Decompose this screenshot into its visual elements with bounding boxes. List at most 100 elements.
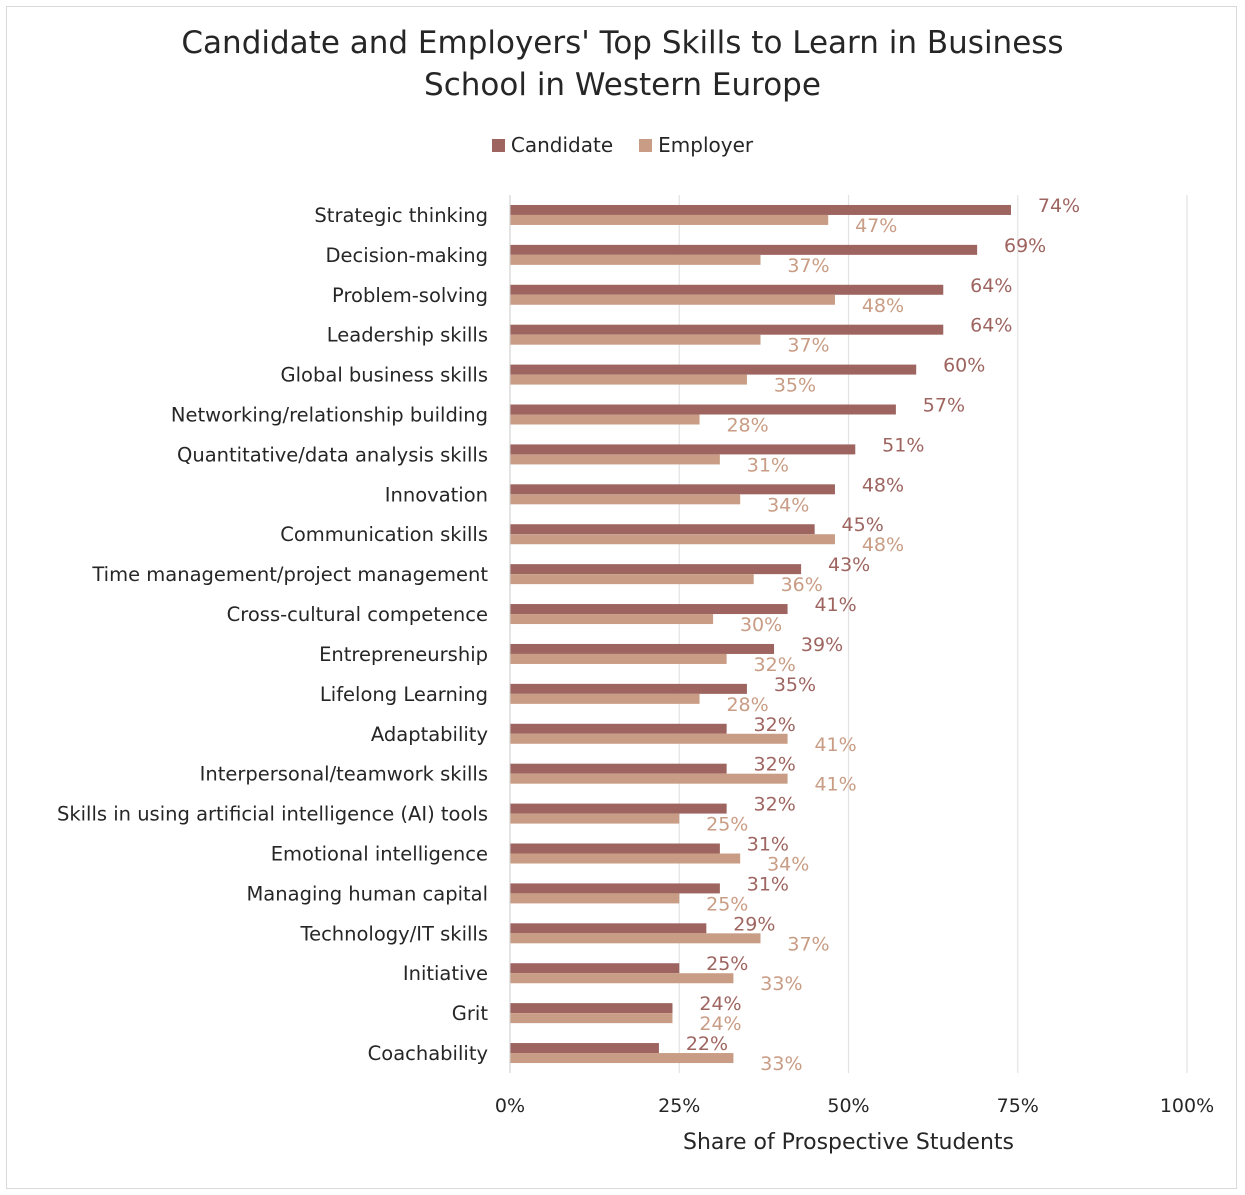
category-label: Lifelong Learning [320,683,488,706]
data-label-employer: 25% [706,893,748,915]
category-label: Grit [452,1002,489,1025]
category-label: Interpersonal/teamwork skills [200,763,488,786]
category-label: Initiative [403,962,488,985]
data-label-employer: 25% [706,814,748,836]
data-label-employer: 28% [726,694,768,716]
data-label-candidate: 43% [828,554,870,576]
category-label: Cross-cultural competence [227,603,488,626]
data-label-candidate: 45% [842,514,884,536]
bar-candidate [510,324,944,335]
bar-employer [510,813,680,824]
data-label-employer: 36% [781,574,823,596]
bar-employer [510,334,761,345]
category-label: Quantitative/data analysis skills [177,443,488,466]
data-label-employer: 37% [787,933,829,955]
data-label-employer: 35% [774,375,816,397]
legend-label-candidate: Candidate [510,133,614,157]
category-label: Networking/relationship building [171,404,488,427]
bar-employer [510,933,761,944]
x-tick-label-0: 0% [495,1095,525,1117]
bar-employer [510,773,788,784]
bar-candidate [510,1003,673,1014]
category-label: Managing human capital [246,882,488,905]
x-tick-label-50: 50% [827,1095,869,1117]
data-label-candidate: 22% [686,1033,728,1055]
bar-candidate [510,723,727,734]
data-label-candidate: 69% [1004,235,1046,257]
bar-employer [510,893,680,904]
data-label-candidate: 57% [923,395,965,417]
data-label-candidate: 35% [774,674,816,696]
bar-candidate [510,963,680,974]
bar-employer [510,733,788,744]
legend-item-employer: Employer [639,133,753,157]
category-label: Communication skills [280,523,488,546]
category-label: Time management/project management [91,563,488,586]
data-label-employer: 48% [862,534,904,556]
chart-title-line-1: Candidate and Employers' Top Skills to L… [181,25,1064,61]
category-label: Global business skills [281,364,488,387]
data-label-employer: 48% [862,295,904,317]
chart-title: Candidate and Employers' Top Skills to L… [0,22,1245,106]
bar-employer [510,454,720,465]
data-label-employer: 30% [740,614,782,636]
data-label-employer: 37% [787,335,829,357]
bar-candidate [510,643,775,654]
category-label: Strategic thinking [314,204,488,227]
bar-candidate [510,204,1011,215]
category-label: Innovation [385,483,488,506]
data-label-candidate: 31% [747,873,789,895]
category-label: Skills in using artificial intelligence … [57,803,488,826]
bar-candidate [510,803,727,814]
data-label-employer: 37% [787,255,829,277]
data-label-candidate: 25% [706,953,748,975]
bar-candidate [510,763,727,774]
bar-employer [510,614,714,625]
bar-candidate [510,404,896,415]
data-label-candidate: 32% [754,714,796,736]
data-label-employer: 34% [767,494,809,516]
legend-swatch-employer [639,138,653,152]
category-label: Decision-making [326,244,488,267]
data-label-candidate: 60% [943,355,985,377]
bar-candidate [510,524,815,535]
data-label-employer: 33% [760,1053,802,1075]
category-label: Problem-solving [332,284,488,307]
data-label-employer: 34% [767,854,809,876]
bar-candidate [510,244,978,255]
data-label-employer: 47% [855,215,897,237]
bar-candidate [510,923,707,934]
category-label: Adaptability [371,723,488,746]
bar-employer [510,414,700,425]
bar-employer [510,214,829,225]
x-axis-title: Share of Prospective Students [683,1130,1014,1155]
data-label-employer: 41% [814,774,856,796]
data-label-employer: 28% [726,415,768,437]
bar-candidate [510,364,917,375]
data-label-candidate: 64% [970,315,1012,337]
bar-employer [510,374,747,385]
bar-candidate [510,1043,659,1054]
bar-candidate [510,883,720,894]
category-label: Entrepreneurship [319,643,488,666]
bar-candidate [510,683,747,694]
bar-candidate [510,604,788,615]
bar-employer [510,254,761,265]
bar-employer [510,494,741,505]
category-label: Leadership skills [327,324,488,347]
data-label-employer: 24% [699,1013,741,1035]
bar-candidate [510,564,802,575]
legend-swatch-candidate [491,138,505,152]
data-label-candidate: 74% [1038,195,1080,217]
bar-employer [510,574,754,585]
legend-item-candidate: Candidate [491,133,614,157]
data-label-candidate: 39% [801,634,843,656]
data-label-candidate: 32% [754,794,796,816]
legend-label-employer: Employer [658,133,754,157]
bar-employer [510,294,835,305]
data-label-employer: 41% [814,734,856,756]
bar-employer [510,973,734,984]
bar-employer [510,534,835,545]
category-label: Emotional intelligence [271,843,488,866]
data-label-candidate: 41% [814,594,856,616]
